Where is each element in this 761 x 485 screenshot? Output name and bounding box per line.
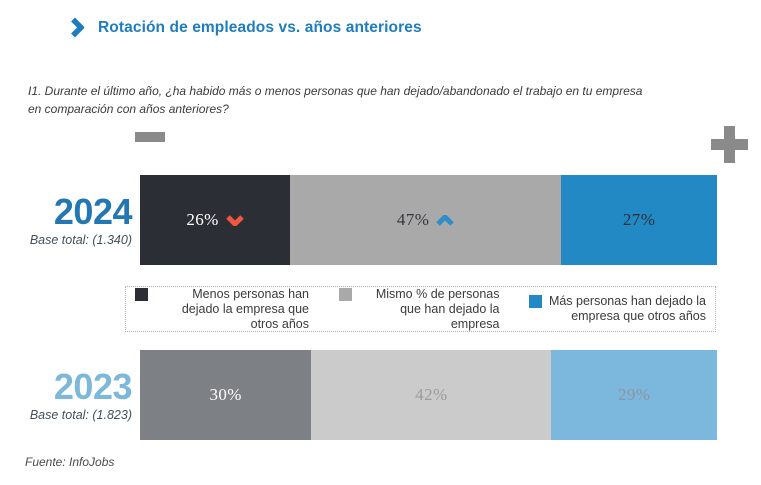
segment-value-label: 26%	[186, 210, 219, 229]
segment-value-label: 47%	[396, 210, 430, 229]
legend-item-mas-personas: Más personas han dejado la empresa que o…	[529, 294, 706, 324]
legend-label: Mismo % de personas que han dejado la em…	[375, 286, 500, 331]
bar-segment-menos-personas: 30%	[140, 350, 312, 440]
legend-swatch-dark	[135, 287, 148, 301]
plus-icon[interactable]	[711, 126, 748, 163]
bar-segment-mas-personas: 29%	[551, 350, 717, 440]
base-total-label: Base total: (1.823)	[29, 407, 132, 422]
bar-segment-menos-personas: 26%	[140, 175, 291, 265]
survey-question-line2: en comparación con años anteriores?	[28, 102, 229, 116]
legend-swatch-blue	[529, 295, 542, 308]
page-title: Rotación de empleados vs. años anteriore…	[98, 18, 422, 36]
chart-legend: Menos personas han dejado la empresa que…	[125, 286, 716, 332]
source-note: Fuente: InfoJobs	[25, 455, 115, 469]
survey-question: I1. Durante el último año, ¿ha habido má…	[28, 82, 733, 118]
year-label-block-2024: 2024 Base total: (1.340)	[0, 175, 133, 265]
year-label: 2024	[53, 190, 133, 232]
segment-value-label: 29%	[617, 385, 651, 404]
segment-value-label: 30%	[209, 385, 242, 404]
legend-label: Más personas han dejado la empresa que o…	[548, 294, 706, 323]
bar-segment-mismo-porcentaje: 42%	[311, 350, 552, 440]
plus-icon-vertical-bar	[724, 126, 735, 163]
bar-segment-mismo-porcentaje: 47%	[290, 175, 562, 265]
chevron-right-icon	[71, 17, 84, 38]
year-label-block-2023: 2023 Base total: (1.823)	[0, 350, 133, 440]
legend-label: Menos personas han dejado la empresa que…	[181, 286, 309, 331]
year-label: 2023	[53, 365, 133, 407]
survey-question-line1: I1. Durante el último año, ¿ha habido má…	[28, 84, 643, 98]
segment-value-label: 42%	[415, 385, 448, 404]
bar-row-2024: 2024 Base total: (1.340) 26% 47% 27%	[0, 175, 717, 265]
segment-value-label: 27%	[622, 210, 656, 229]
minus-icon[interactable]	[135, 132, 165, 142]
trend-up-icon	[436, 214, 455, 226]
bar-row-2023: 2023 Base total: (1.823) 30% 42% 29%	[0, 350, 717, 440]
stacked-bar-2024: 26% 47% 27%	[140, 175, 717, 265]
base-total-label: Base total: (1.340)	[29, 232, 132, 247]
page-header: Rotación de empleados vs. años anteriore…	[70, 17, 422, 38]
stacked-bar-2023: 30% 42% 29%	[140, 350, 717, 440]
legend-item-mismo-porcentaje: Mismo % de personas que han dejado la em…	[338, 286, 500, 332]
trend-down-icon	[225, 214, 244, 226]
legend-swatch-gray	[338, 287, 352, 301]
bar-segment-mas-personas: 27%	[561, 175, 717, 265]
legend-item-menos-personas: Menos personas han dejado la empresa que…	[135, 287, 309, 332]
